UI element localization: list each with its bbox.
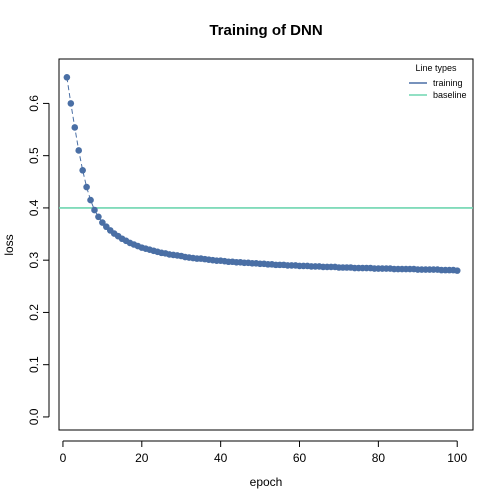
legend: Line types training baseline	[409, 63, 467, 100]
y-tick-label: 0.0	[27, 408, 41, 425]
training-point	[453, 267, 461, 274]
training-point	[75, 147, 83, 154]
x-tick-label: 80	[372, 451, 386, 465]
y-tick-label: 0.4	[27, 199, 41, 216]
legend-label: training	[433, 78, 463, 88]
plot-area	[58, 58, 474, 431]
training-point	[63, 73, 71, 81]
training-point	[71, 124, 79, 131]
x-tick-label: 0	[60, 451, 67, 465]
y-tick-label: 0.6	[27, 95, 41, 112]
y-axis-label: loss	[2, 234, 16, 255]
training-point	[83, 183, 90, 191]
y-tick-label: 0.5	[27, 147, 41, 164]
y-tick-label: 0.3	[27, 252, 41, 269]
plot-frame	[58, 58, 474, 431]
training-point	[95, 213, 102, 221]
x-tick-label: 40	[214, 451, 228, 465]
legend-title: Line types	[415, 63, 457, 73]
x-tick-label: 60	[293, 451, 307, 465]
training-point	[99, 219, 106, 226]
training-point	[67, 100, 75, 107]
x-tick-label: 100	[447, 451, 467, 465]
y-axis: 0.0 0.1 0.2 0.3 0.4 0.5 0.6	[27, 95, 50, 425]
x-axis-label: epoch	[250, 475, 283, 489]
y-tick-label: 0.2	[27, 304, 41, 321]
training-point	[79, 167, 86, 174]
training-point	[87, 196, 94, 204]
y-tick-label: 0.1	[27, 356, 41, 373]
legend-label: baseline	[433, 90, 467, 100]
chart-title: Training of DNN	[209, 22, 322, 39]
x-axis: 0 20 40 60 80 100	[60, 440, 468, 465]
x-tick-label: 20	[135, 451, 149, 465]
training-point	[91, 206, 98, 214]
